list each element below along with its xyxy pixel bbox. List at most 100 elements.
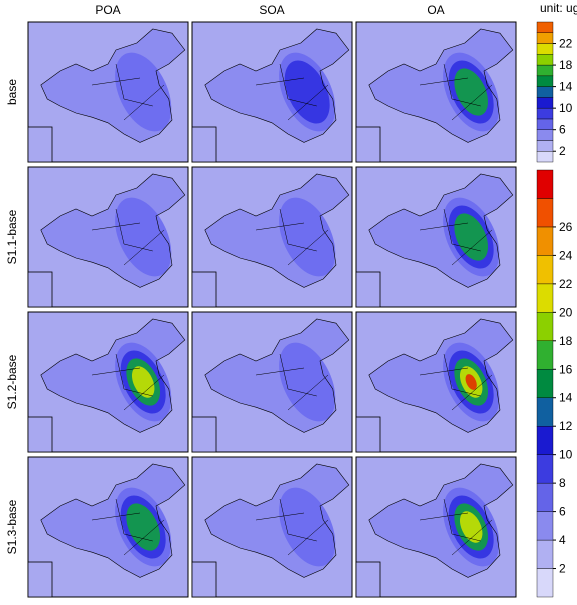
- colorbar-tick-label: 18: [559, 334, 573, 348]
- colorbar-tick-label: 2: [559, 144, 566, 158]
- colorbar-tick-label: 24: [559, 248, 573, 262]
- country-outline: [368, 173, 514, 288]
- concentration-area: [279, 342, 336, 422]
- colorbar-tick-label: 18: [559, 58, 573, 72]
- colorbar-tick-label: 6: [559, 505, 566, 519]
- inset-map: [355, 561, 381, 598]
- colorbar-segment: [536, 426, 554, 455]
- province-borders: [419, 63, 493, 121]
- country-outline: [204, 28, 350, 143]
- country-outline: [204, 463, 350, 578]
- inset-map: [27, 561, 53, 598]
- colorbar-tick-label: 20: [559, 305, 573, 319]
- colorbar-tick-label: 2: [559, 562, 566, 576]
- province-borders: [255, 498, 329, 556]
- country-outline: [40, 318, 186, 433]
- country-outline: [204, 318, 350, 433]
- concentration-area: [131, 366, 155, 398]
- colorbar-tick-label: 10: [559, 101, 573, 115]
- colorbar-segment: [536, 97, 554, 109]
- unit-text: unit: ug/m: [540, 1, 577, 15]
- colorbar-segment: [536, 198, 554, 228]
- inset-map: [191, 416, 217, 453]
- colorbar-tick-label: 22: [559, 37, 573, 51]
- map-panel: [27, 166, 189, 308]
- concentration-area: [126, 503, 161, 551]
- map-panel: [355, 311, 517, 453]
- colorbar-segment: [536, 369, 554, 398]
- colorbar-segment: [536, 107, 554, 120]
- colorbar-segment: [536, 118, 554, 130]
- province-borders: [255, 208, 329, 266]
- row-label: S1.3-base: [5, 499, 19, 554]
- province-borders: [91, 63, 165, 121]
- province-borders: [255, 63, 329, 121]
- concentration-area: [279, 197, 336, 277]
- concentration-area: [454, 213, 489, 261]
- province-borders: [91, 498, 165, 556]
- colorbar-segment: [536, 482, 554, 512]
- row-label: S1.2-base: [5, 354, 19, 409]
- colorbar-tick-label: 22: [559, 277, 573, 291]
- province-borders: [91, 208, 165, 266]
- map-panel: [191, 456, 353, 598]
- colorbar-tick-label: 8: [559, 476, 566, 490]
- country-outline: [368, 318, 514, 433]
- colorbar-segment: [536, 151, 554, 163]
- colorbar-segment: [536, 21, 554, 33]
- concentration-area: [454, 68, 489, 116]
- map-panel: [191, 21, 353, 163]
- colorbar-tick-label: 16: [559, 362, 573, 376]
- colorbar-segment: [536, 226, 554, 256]
- inset-map: [355, 416, 381, 453]
- inset-map: [355, 126, 381, 163]
- inset-map: [27, 271, 53, 308]
- colorbar-segment: [536, 75, 554, 87]
- country-outline: [204, 173, 350, 288]
- concentration-area: [279, 487, 336, 567]
- colorbar-segment: [536, 86, 554, 98]
- map-panel: [27, 311, 189, 453]
- country-outline: [368, 463, 514, 578]
- map-panel: [355, 456, 517, 598]
- inset-map: [27, 416, 53, 453]
- inset-map: [355, 271, 381, 308]
- colorbar-tick-label: 12: [559, 419, 573, 433]
- concentration-area: [284, 60, 330, 124]
- concentration-area: [465, 374, 477, 390]
- inset-map: [191, 126, 217, 163]
- colorbar-segment: [536, 64, 554, 77]
- colorbar-segment: [536, 340, 554, 370]
- map-panel: [27, 21, 189, 163]
- country-outline: [368, 28, 514, 143]
- colorbar-segment: [536, 511, 554, 541]
- colorbar-tick-label: 6: [559, 123, 566, 137]
- concentration-area: [459, 511, 483, 543]
- country-outline: [40, 28, 186, 143]
- colorbar-segment: [536, 43, 554, 55]
- colorbar-segment: [536, 312, 554, 342]
- province-borders: [419, 208, 493, 266]
- concentration-area: [115, 52, 172, 132]
- colorbar-segment: [536, 169, 554, 199]
- colorbar-tick-label: 10: [559, 448, 573, 462]
- colorbar-tick-label: 14: [559, 80, 573, 94]
- colorbar-segment: [536, 32, 554, 44]
- row-label: base: [5, 79, 19, 105]
- map-panel: [27, 456, 189, 598]
- concentration-area: [115, 197, 172, 277]
- column-title: POA: [95, 3, 120, 17]
- colorbar-segment: [536, 140, 554, 152]
- colorbar-segment: [536, 129, 554, 141]
- inset-map: [191, 561, 217, 598]
- column-title: OA: [427, 3, 444, 17]
- inset-map: [27, 126, 53, 163]
- province-borders: [91, 353, 165, 411]
- map-panel: [355, 166, 517, 308]
- colorbar-segment: [536, 255, 554, 285]
- colorbar-segment: [536, 539, 554, 569]
- colorbar-segment: [536, 454, 554, 484]
- map-panel: [355, 21, 517, 163]
- colorbar-segment: [536, 283, 554, 313]
